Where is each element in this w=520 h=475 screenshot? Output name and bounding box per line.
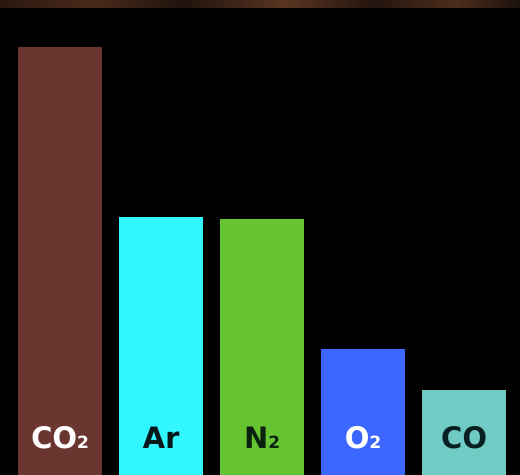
bar-label-co: CO — [441, 421, 487, 455]
bar-label-ar: Ar — [143, 421, 180, 455]
bar-label-subscript-n2: 2 — [268, 433, 280, 453]
bar-label-n2: N2 — [244, 421, 280, 455]
bar-ar — [119, 217, 203, 475]
decorative-top-strip — [0, 0, 520, 8]
bar-co — [422, 390, 506, 475]
bar-label-main-o2: O — [345, 421, 370, 455]
bar-label-subscript-co2: 2 — [77, 433, 89, 453]
bar-label-main-n2: N — [244, 421, 268, 455]
bar-label-co2: CO2 — [31, 421, 89, 455]
bar-label-main-ar: Ar — [143, 421, 180, 455]
bar-labels-group: CO2 Ar N2 O2 CO — [31, 421, 487, 455]
bar-co2 — [18, 47, 102, 475]
bar-n2 — [220, 219, 304, 475]
bar-label-main-co: CO — [441, 421, 487, 455]
bars-group — [18, 47, 506, 475]
bar-label-main-co2: CO — [31, 421, 77, 455]
bar-label-o2: O2 — [345, 421, 382, 455]
bar-o2 — [321, 349, 405, 475]
bar-label-subscript-o2: 2 — [369, 433, 381, 453]
